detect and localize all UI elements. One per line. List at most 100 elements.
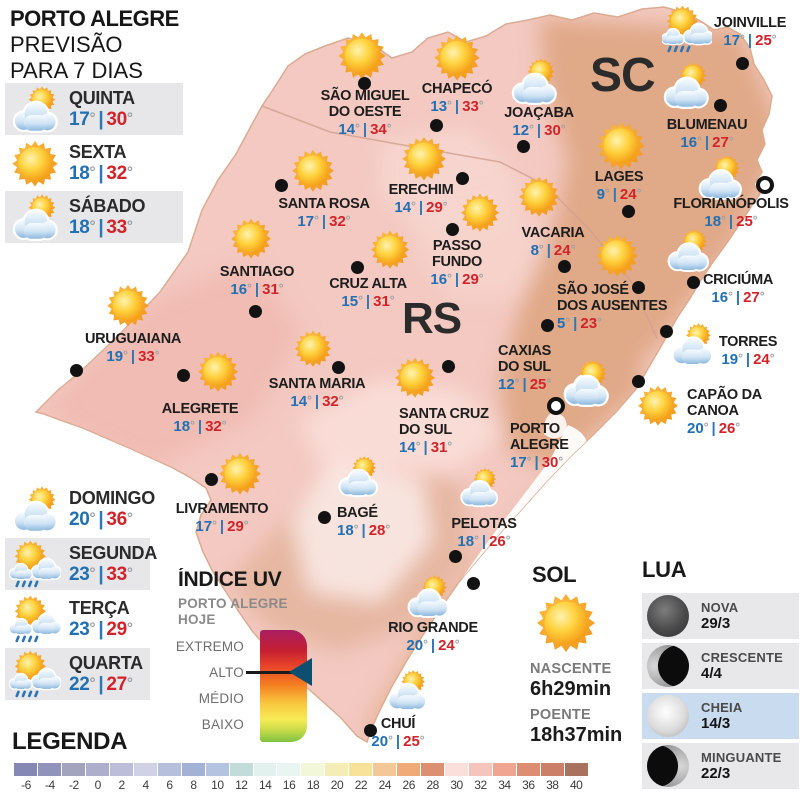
- temp-min: 18: [69, 217, 95, 238]
- temp-separator: |: [98, 162, 104, 184]
- temp-min: 23: [69, 564, 95, 585]
- rs-state-label: RS: [402, 294, 462, 343]
- legend-tick: 14: [259, 778, 272, 792]
- legend-swatch: [205, 763, 229, 776]
- moon-phase-name: CRESCENTE: [701, 650, 783, 665]
- day-name: SÁBADO: [69, 195, 146, 216]
- moon-info: MINGUANTE 22/3: [701, 750, 782, 782]
- day-name: QUARTA: [69, 652, 143, 673]
- legend-tick: 40: [569, 778, 583, 792]
- uv-place: PORTO ALEGRE: [178, 596, 288, 611]
- uv-pointer-line: [246, 671, 295, 674]
- sunset-label: POENTE: [530, 707, 591, 723]
- day-info: SEGUNDA 23|33: [69, 543, 157, 586]
- day-info: SÁBADO 18|33: [69, 195, 146, 239]
- legend-swatch: [349, 763, 373, 776]
- moon-phase-minguante: MINGUANTE 22/3: [642, 743, 799, 789]
- temp-separator: |: [98, 563, 104, 585]
- moon-phase-name: NOVA: [701, 600, 739, 615]
- sun-cloud-icon: [9, 84, 61, 134]
- legend-tick: 12: [235, 778, 248, 792]
- legend-tick: 8: [190, 778, 197, 792]
- legend-swatch: [61, 763, 85, 776]
- moon-phase-date: 14/3: [701, 715, 731, 732]
- uv-level-médio: MÉDIO: [198, 691, 244, 706]
- moon-nova-icon: [647, 595, 689, 637]
- legend-tick: 34: [498, 778, 511, 792]
- moon-phase-crescente: CRESCENTE 4/4: [642, 643, 799, 689]
- uv-level-baixo: BAIXO: [201, 717, 244, 732]
- moon-minguante-icon: [647, 745, 689, 787]
- legend-tick: 0: [94, 778, 102, 792]
- temp-min: 20: [69, 509, 95, 530]
- legend-tick: -2: [68, 778, 79, 792]
- legend-swatch: [109, 763, 133, 776]
- temp-separator: |: [98, 108, 104, 130]
- moon-phase-name: CHEIA: [701, 700, 743, 715]
- legend-tick: 22: [354, 778, 368, 792]
- day-name: SEXTA: [69, 141, 127, 162]
- legend-swatch: [85, 763, 109, 776]
- temp-max: 33: [106, 564, 132, 585]
- legend-swatch: [37, 763, 61, 776]
- temp-separator: |: [98, 216, 104, 238]
- moon-cheia-icon: [647, 695, 689, 737]
- legend-tick: 16: [282, 778, 296, 792]
- day-temps: 23|29: [69, 619, 133, 641]
- moon-phase-nova: NOVA 29/3: [642, 593, 799, 639]
- uv-level-extremo: EXTREMO: [175, 639, 244, 654]
- day-info: QUARTA 22|27: [69, 653, 143, 696]
- legend-swatch: [540, 763, 564, 776]
- legend-swatch: [373, 763, 397, 776]
- sun-cloud-rain-icon: [8, 649, 62, 699]
- sun-icon: [534, 590, 598, 654]
- day-name: SEGUNDA: [69, 542, 157, 563]
- sun-cloud-rain-icon: [8, 594, 62, 644]
- legend-tick: 6: [166, 778, 173, 792]
- legend-swatch: [445, 763, 469, 776]
- moon-phase-date: 4/4: [701, 665, 722, 682]
- day-info: TERÇA 23|29: [69, 598, 133, 641]
- moon-crescente-icon: [647, 645, 689, 687]
- legend-tick: -6: [21, 778, 31, 792]
- legend-swatch: [469, 763, 493, 776]
- legend-tick: 26: [402, 778, 416, 792]
- legend-swatch: [157, 763, 181, 776]
- title-line-3: PARA 7 DIAS: [10, 58, 143, 83]
- legend-tick: 4: [142, 778, 149, 792]
- title-line-2: PREVISÃO: [10, 32, 123, 57]
- sc-state-label: SC: [590, 49, 656, 102]
- moon-phase-date: 29/3: [701, 615, 731, 632]
- title-line-1: PORTO ALEGRE: [10, 6, 179, 31]
- temp-separator: |: [98, 618, 104, 640]
- moon-phase-date: 22/3: [701, 765, 731, 782]
- moon-info: NOVA 29/3: [701, 600, 738, 632]
- day-card-sábado: SÁBADO 18|33: [5, 191, 183, 243]
- legend-swatch: [14, 763, 37, 776]
- moon-phase-name: MINGUANTE: [701, 750, 782, 765]
- legend-swatch: [253, 763, 277, 776]
- legend-swatch: [181, 763, 205, 776]
- legend-tick: 20: [330, 778, 344, 792]
- temp-max: 27: [106, 674, 132, 695]
- legend-swatch: [397, 763, 421, 776]
- temp-max: 33: [106, 217, 132, 238]
- legend-tick: -4: [45, 778, 55, 792]
- legend-color-scale: [14, 763, 588, 776]
- day-temps: 17|30: [69, 109, 135, 131]
- day-card-terça: TERÇA 23|29: [5, 593, 150, 645]
- temp-min: 17: [69, 109, 95, 130]
- temp-max: 30: [106, 109, 132, 130]
- legend-swatch: [421, 763, 445, 776]
- day-info: QUINTA 17|30: [69, 88, 135, 131]
- sun-cloud-icon: [9, 192, 61, 242]
- day-temps: 22|27: [69, 674, 143, 696]
- sun-icon: [9, 138, 61, 188]
- day-card-quinta: QUINTA 17|30: [5, 83, 183, 135]
- day-temps: 23|33: [69, 564, 157, 586]
- day-temps: 20|36: [69, 509, 155, 531]
- legend-swatch: [277, 763, 301, 776]
- moon-info: CHEIA 14/3: [701, 700, 742, 732]
- sun-title: SOL: [532, 562, 577, 587]
- legend-title: LEGENDA: [12, 728, 128, 755]
